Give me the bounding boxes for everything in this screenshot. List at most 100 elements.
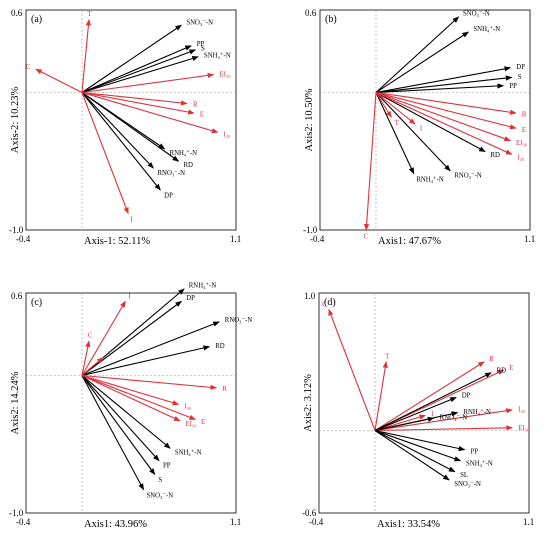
- vector-label-C: C: [364, 233, 369, 240]
- plot-frame: [319, 9, 531, 231]
- vector-C: [35, 68, 83, 93]
- vector-label-RNO3--N: RNO₃⁻-N: [440, 414, 468, 421]
- vector-label-S: S: [201, 45, 205, 52]
- vector-label-C: C: [26, 64, 31, 71]
- vector-RNO3--N: [81, 321, 220, 377]
- vector-label-SNH4+-N: SNH₄⁺-N: [175, 450, 202, 457]
- vector-S: [81, 375, 156, 476]
- vector-EI30: [374, 425, 513, 432]
- vector-SL: [374, 430, 456, 473]
- vector-I: [375, 92, 416, 125]
- y-axis-label: Axis2: 14.24%: [10, 371, 21, 434]
- vector-RNH4+-N: [375, 92, 415, 175]
- panel-1: (a) -0.4 1.1 0.6 -1.0 Axis-1: 52.11% Axis-2: 1…: [9, 8, 241, 247]
- vector-label-R: R: [193, 102, 198, 109]
- x-tick-max: 1.1: [230, 234, 241, 244]
- vector-label-RD: RD: [215, 343, 225, 350]
- y-tick-min: -1.0: [9, 508, 24, 518]
- vector-label-PP: PP: [197, 41, 205, 48]
- vector-EI30: [81, 72, 215, 94]
- vector-EI30: [81, 375, 181, 422]
- vector-T: [81, 18, 92, 93]
- vector-I: [374, 414, 427, 432]
- vector-C: [81, 340, 91, 376]
- vector-SNH4+-N: [81, 375, 171, 449]
- vector-RD: [81, 345, 211, 377]
- x-axis-label: Axis-1: 52.11%: [84, 236, 150, 247]
- y-axis-label: Axis-2: 10.23%: [10, 87, 21, 154]
- vector-label-SNO3--N: SNO₃⁻-N: [463, 10, 490, 17]
- vector-label-R: R: [489, 356, 494, 363]
- vector-label-SNO3--N: SNO₃⁻-N: [454, 481, 481, 488]
- vector-label-S: S: [158, 477, 162, 484]
- vector-label-I: I: [128, 294, 131, 301]
- vector-RD: [375, 92, 486, 153]
- vector-DP: [81, 92, 161, 191]
- x-axis-label: Axis1: 43.96%: [84, 519, 147, 530]
- vector-I30: [375, 91, 513, 155]
- vector-R: [81, 374, 218, 390]
- vector-label-C: C: [322, 301, 327, 308]
- vector-T: [375, 92, 392, 118]
- vector-label-RD: RD: [497, 368, 507, 375]
- panel-4: (d) -0.4 1.1 1.0 -0.6 Axis1: 33.54% Axis2: 3.1…: [302, 291, 534, 530]
- vector-PP: [374, 429, 466, 452]
- vector-label-SNH4+-N: SNH₄⁺-N: [204, 52, 231, 59]
- vector-label-RNH4+-N: RNH₄⁺-N: [170, 150, 198, 157]
- x-tick-min: -0.4: [310, 234, 325, 244]
- y-tick-max: 0.6: [11, 291, 23, 301]
- vector-R: [81, 91, 188, 106]
- vector-C: [363, 92, 377, 231]
- vector-label-DP: DP: [516, 64, 525, 71]
- vector-label-E: E: [509, 365, 513, 372]
- vector-label-RNH4+-N: RNH₄⁺-N: [416, 177, 444, 184]
- vector-label-S: S: [518, 74, 522, 81]
- x-tick-max: 1.1: [524, 234, 535, 244]
- x-axis-label: Axis1: 33.54%: [377, 519, 440, 530]
- vector-label-SL: SL: [460, 472, 468, 479]
- vector-RNO3--N: [374, 416, 435, 432]
- vector-I30: [81, 374, 180, 406]
- vector-R: [375, 91, 517, 115]
- y-axis-label: Axis2: 10.50%: [304, 88, 315, 151]
- panel-2: (b) -0.4 1.1 0.6 -1.0 Axis1: 47.67% Axis2: 10.…: [303, 8, 535, 247]
- x-axis-label: Axis1: 47.67%: [378, 236, 441, 247]
- vector-label-I30: I₃₀: [517, 154, 525, 161]
- vector-E: [375, 91, 517, 130]
- vector-label-C: C: [88, 333, 93, 340]
- vector-label-I: I: [130, 217, 133, 224]
- vector-label-T: T: [87, 11, 92, 18]
- vector-label-RNH4+-N: RNH₄⁺-N: [189, 282, 217, 289]
- vector-RNO3--N: [81, 92, 154, 169]
- vector-PP: [81, 375, 160, 462]
- plot-frame: [25, 9, 237, 231]
- vector-SNH4+-N: [81, 55, 199, 94]
- vector-RNO3--N: [375, 92, 451, 172]
- y-tick-min: -1.0: [303, 225, 318, 235]
- panel-3: (c) -0.4 1.1 0.6 -1.0 Axis1: 43.96% Axis2: 14.…: [9, 282, 252, 530]
- vector-T: [81, 357, 104, 376]
- x-tick-min: -0.4: [16, 234, 31, 244]
- vector-DP: [375, 66, 512, 94]
- x-tick-max: 1.1: [523, 517, 534, 527]
- panel-label: (d): [324, 297, 336, 308]
- vector-SNO3--N: [374, 430, 450, 481]
- vector-label-I30: I₃₀: [518, 406, 526, 413]
- vector-EI30: [375, 91, 512, 142]
- vector-label-T: T: [108, 351, 113, 358]
- vector-S: [375, 75, 513, 94]
- vector-label-EI30: EI₃₀: [220, 71, 232, 78]
- vector-label-EI30: EI₃₀: [516, 140, 528, 147]
- vector-label-EI30: EI₃₀: [518, 425, 530, 432]
- y-tick-min: -1.0: [9, 225, 24, 235]
- vector-label-E: E: [201, 419, 205, 426]
- vector-label-PP: PP: [509, 83, 517, 90]
- vector-label-E: E: [200, 112, 204, 119]
- vector-label-RD: RD: [183, 162, 193, 169]
- vector-E: [81, 91, 195, 115]
- vector-I30: [374, 408, 513, 432]
- vector-label-SNO3--N: SNO₃⁻-N: [146, 492, 173, 499]
- vector-I: [81, 300, 126, 376]
- y-tick-max: 0.6: [305, 8, 317, 18]
